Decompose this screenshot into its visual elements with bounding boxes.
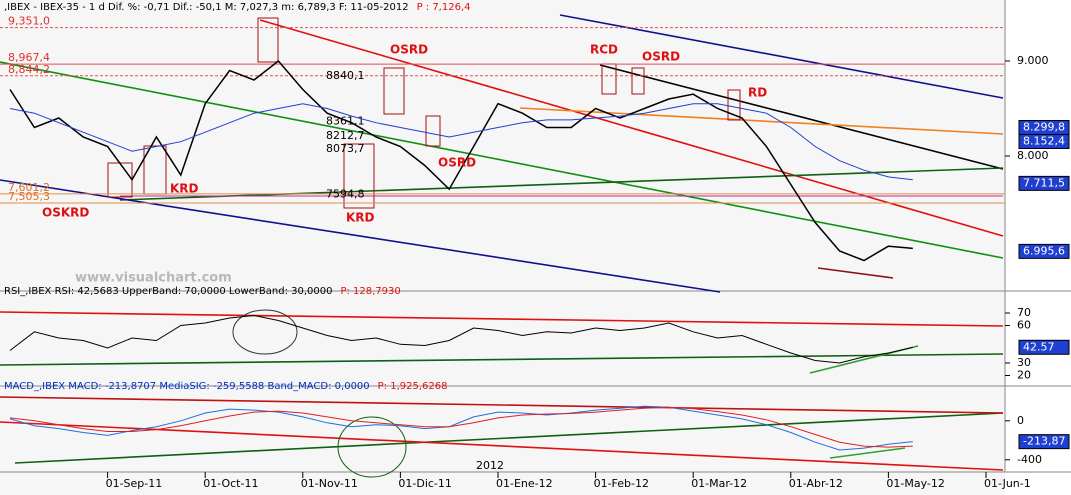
x-tick-label: 01-Ene-12 — [496, 477, 553, 490]
watermark: www.visualchart.com — [75, 271, 232, 286]
highlight-box — [343, 143, 375, 209]
x-tick-label: 01-Mar-12 — [691, 477, 747, 490]
price-marker-label: 7.711,5 — [1023, 176, 1065, 189]
x-tick-label: 01-Abr-12 — [789, 477, 843, 490]
y-tick-label: 70 — [1017, 306, 1031, 319]
level-label: 9,351,0 — [8, 15, 50, 28]
trendline — [119, 167, 1004, 201]
trendlines — [0, 14, 1004, 478]
annotation: RCD — [590, 43, 618, 57]
trendline — [559, 14, 1004, 99]
panel-title: ,IBEX - IBEX-35 - 1 d Dif. %: -0,71 Dif.… — [4, 2, 409, 13]
level-label: 8,967,4 — [8, 51, 50, 64]
annotation: OSRD — [642, 50, 680, 64]
price-marker-box — [1018, 175, 1070, 191]
x-tick-label: 01-Oct-11 — [203, 477, 258, 490]
price-marker-label: 42.57 — [1023, 340, 1055, 353]
trendline — [259, 19, 1004, 237]
trendline — [829, 447, 906, 459]
panel-note: P : 7,126,4 — [417, 2, 471, 13]
highlight-box — [257, 17, 279, 63]
trendline — [599, 64, 1004, 170]
x-tick-label: 01-Dic-11 — [398, 477, 452, 490]
trendline — [519, 107, 1004, 135]
highlight-ellipse — [337, 416, 407, 478]
price-marker-label: 6.995,6 — [1023, 244, 1065, 257]
price-marker: 6.995,6 — [1018, 243, 1070, 259]
x-tick-label: 01-Feb-12 — [594, 477, 649, 490]
level-value-label: 8840,1 — [326, 69, 365, 82]
y-tick-label: 60 — [1017, 319, 1031, 332]
level-label: 7,505,3 — [8, 190, 50, 203]
trendline — [0, 311, 1004, 327]
annotation: OSRD — [390, 43, 428, 57]
price-marker: 8.299,8 — [1018, 119, 1070, 135]
y-tick-label: 9.000 — [1017, 54, 1049, 67]
panel-note: P: 128,7930 — [340, 286, 400, 297]
trendline — [0, 353, 1004, 366]
price-marker: 42.57 — [1018, 339, 1070, 355]
highlight-box — [425, 115, 441, 147]
x-tick-label: 01-Sep-11 — [106, 477, 163, 490]
annotation: KRD — [170, 182, 199, 196]
level-value-label: 8212,7 — [326, 129, 365, 142]
trendline — [14, 412, 1004, 464]
panel-title: RSI_,IBEX RSI: 42,5683 UpperBand: 70,000… — [4, 286, 332, 297]
series-line — [9, 406, 913, 448]
highlight-box — [727, 89, 741, 121]
annotation: OSRD — [438, 156, 476, 170]
price-marker-box — [1018, 243, 1070, 259]
price-marker-box — [1018, 339, 1070, 355]
highlight-box — [631, 67, 645, 95]
series-line — [9, 103, 913, 181]
price-marker-box — [1018, 133, 1070, 149]
price-marker-label: -213,87 — [1023, 435, 1065, 448]
trendline — [0, 179, 721, 293]
panel-title: MACD_,IBEX MACD: -213,8707 MediaSIG: -25… — [4, 381, 370, 392]
x-tick-label: 01-Jun-1 — [984, 477, 1031, 490]
price-marker-label: 8.299,8 — [1023, 120, 1065, 133]
highlight-ellipse — [232, 309, 298, 355]
level-label: 8,844,2 — [8, 63, 50, 76]
x-tick-label: 01-Nov-11 — [301, 477, 358, 490]
y-tick-label: -400 — [1017, 453, 1042, 466]
price-marker-label: 8.152,4 — [1023, 134, 1065, 147]
annotation: RD — [748, 86, 767, 100]
trendline — [817, 267, 894, 279]
level-value-label: 8361,1 — [326, 115, 365, 128]
level-value-label: 7594,8 — [326, 187, 365, 200]
trendline — [0, 396, 1004, 414]
level-value-label: 8073,7 — [326, 142, 365, 155]
price-marker: -213,87 — [1018, 434, 1070, 450]
series-line — [9, 314, 913, 364]
level-label: 7,601,2 — [8, 181, 50, 194]
price-marker: 7.711,5 — [1018, 175, 1070, 191]
series-line — [9, 405, 913, 451]
price-marker: 8.152,4 — [1018, 133, 1070, 149]
y-tick-label: 8.000 — [1017, 149, 1049, 162]
x-note: 2012 — [476, 459, 504, 472]
series-line — [9, 59, 913, 262]
annotation: KRD — [346, 211, 375, 225]
trendline — [0, 61, 1004, 259]
trendline — [0, 421, 1004, 471]
x-tick-label: 01-May-12 — [886, 477, 944, 490]
y-tick-label: 20 — [1017, 369, 1031, 382]
y-tick-label: 0 — [1017, 414, 1024, 427]
panel-note: P: 1,925,6268 — [378, 381, 448, 392]
annotation: OSKRD — [42, 206, 89, 220]
y-tick-label: 30 — [1017, 356, 1031, 369]
highlight-box — [383, 67, 405, 115]
price-marker-box — [1018, 434, 1070, 450]
